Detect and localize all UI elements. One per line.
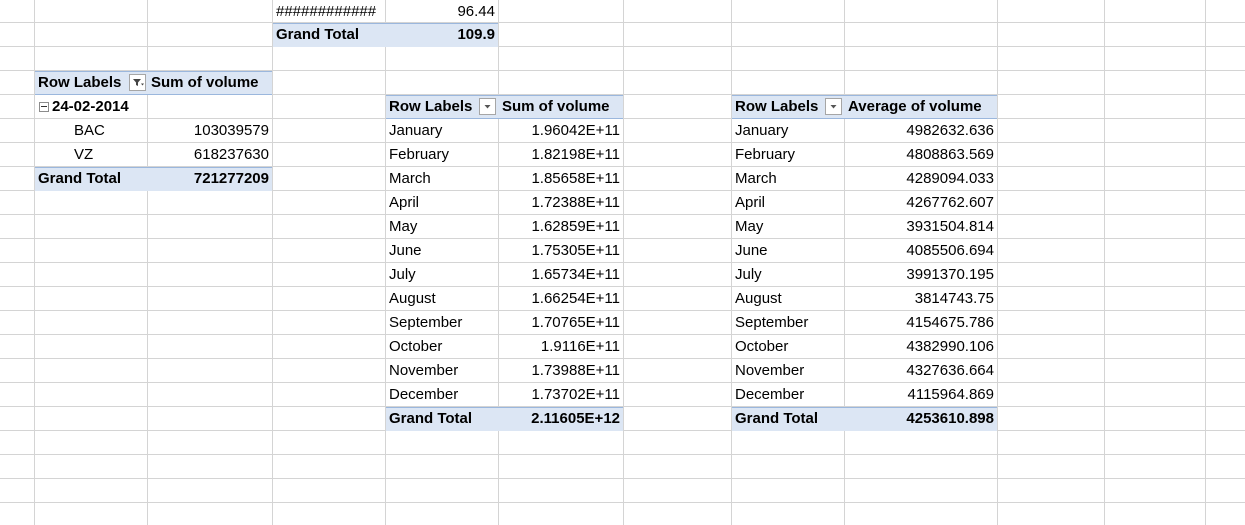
pivot-sum-row-label[interactable]: August [389, 290, 436, 307]
pivot-sum-row-label[interactable]: April [389, 194, 420, 211]
pivot-sum-row-label[interactable]: March [389, 170, 431, 187]
pivot-sum-header-band [386, 95, 623, 119]
pivot-date-row-label[interactable]: VZ [74, 146, 94, 163]
pivot-avg-row-label[interactable]: March [735, 170, 777, 187]
pivot-date-grand-total-label[interactable]: Grand Total [38, 170, 122, 187]
pivot-date-row-value[interactable]: 618237630 [193, 146, 269, 163]
pivot-sum-row-value[interactable]: 1.82198E+11 [531, 146, 620, 163]
pivot-sum-row-value[interactable]: 1.65734E+11 [531, 266, 620, 283]
filter-dropdown-icon[interactable] [129, 74, 146, 91]
pivot-sum-row-label[interactable]: June [389, 242, 422, 259]
pivot-sum-row-label[interactable]: July [389, 266, 416, 283]
pivot-avg-row-value[interactable]: 4115964.869 [907, 386, 994, 403]
pivot-sum-row-value[interactable]: 1.75305E+11 [531, 242, 620, 259]
pivot-sum-row-label[interactable]: November [389, 362, 459, 379]
pivot-avg-row-label[interactable]: December [735, 386, 805, 403]
pivot-avg-row-label[interactable]: February [735, 146, 796, 163]
pivot-sum-grand-total-label[interactable]: Grand Total [389, 410, 473, 427]
pivot-sum-row-label[interactable]: October [389, 338, 443, 355]
top-pivot-row-value[interactable]: 96.44 [457, 3, 495, 20]
pivot-sum-row-value[interactable]: 1.62859E+11 [531, 218, 620, 235]
pivot-avg-row-label[interactable]: November [735, 362, 805, 379]
pivot-sum-row-label[interactable]: January [389, 122, 443, 139]
pivot-avg-row-label[interactable]: July [735, 266, 762, 283]
pivot-sum-row-value[interactable]: 1.66254E+11 [531, 290, 620, 307]
pivot-avg-grand-total-value[interactable]: 4253610.898 [906, 410, 994, 427]
collapse-icon[interactable] [39, 102, 49, 112]
pivot-avg-row-value[interactable]: 3814743.75 [914, 290, 994, 307]
pivot-sum-row-value[interactable]: 1.72388E+11 [531, 194, 620, 211]
pivot-avg-row-label[interactable]: August [735, 290, 782, 307]
pivot-avg-value-header[interactable]: Average of volume [848, 98, 982, 115]
pivot-date-row-label[interactable]: BAC [74, 122, 105, 139]
pivot-date-row-labels-header[interactable]: Row Labels [38, 74, 122, 91]
top-pivot-grand-total-band [273, 23, 498, 47]
pivot-sum-row-value[interactable]: 1.73988E+11 [531, 362, 620, 379]
top-pivot-grand-total-label[interactable]: Grand Total [276, 26, 360, 43]
pivot-date-header-band [35, 71, 272, 95]
pivot-sum-row-value[interactable]: 1.73702E+11 [531, 386, 620, 403]
pivot-sum-row-labels-header[interactable]: Row Labels [389, 98, 473, 115]
pivot-avg-row-label[interactable]: May [735, 218, 764, 235]
pivot-avg-row-label[interactable]: June [735, 242, 768, 259]
pivot-avg-row-value[interactable]: 4267762.607 [906, 194, 994, 211]
pivot-sum-row-label[interactable]: December [389, 386, 459, 403]
pivot-avg-row-value[interactable]: 3991370.195 [906, 266, 994, 283]
pivot-date-row-value[interactable]: 103039579 [193, 122, 269, 139]
pivot-date-group-label[interactable]: 24-02-2014 [52, 98, 129, 115]
pivot-sum-row-label[interactable]: February [389, 146, 450, 163]
pivot-date-grand-total-value[interactable]: 721277209 [193, 170, 269, 187]
pivot-sum-grand-total-value[interactable]: 2.11605E+12 [531, 410, 620, 427]
pivot-sum-row-value[interactable]: 1.70765E+11 [531, 314, 620, 331]
pivot-avg-grand-total-band [732, 407, 997, 431]
pivot-avg-row-label[interactable]: January [735, 122, 789, 139]
top-pivot-row-label[interactable]: ############ [276, 3, 377, 20]
pivot-sum-row-value[interactable]: 1.96042E+11 [531, 122, 620, 139]
pivot-sum-grand-total-band [386, 407, 623, 431]
pivot-avg-row-value[interactable]: 4808863.569 [906, 146, 994, 163]
pivot-avg-header-band [732, 95, 997, 119]
pivot-avg-row-value[interactable]: 4982632.636 [906, 122, 994, 139]
pivot-avg-row-label[interactable]: April [735, 194, 766, 211]
pivot-sum-value-header[interactable]: Sum of volume [502, 98, 610, 115]
pivot-avg-row-value[interactable]: 4085506.694 [906, 242, 994, 259]
pivot-avg-row-value[interactable]: 4382990.106 [906, 338, 994, 355]
pivot-date-value-header[interactable]: Sum of volume [151, 74, 259, 91]
pivot-sum-row-label[interactable]: May [389, 218, 418, 235]
pivot-sum-row-value[interactable]: 1.9116E+11 [540, 338, 620, 355]
pivot-date-grand-total-band [35, 167, 272, 191]
top-pivot-grand-total-value[interactable]: 109.9 [457, 26, 495, 43]
pivot-avg-row-label[interactable]: October [735, 338, 789, 355]
pivot-avg-row-label[interactable]: September [735, 314, 809, 331]
pivot-avg-row-labels-header[interactable]: Row Labels [735, 98, 819, 115]
pivot-avg-row-value[interactable]: 4154675.786 [906, 314, 994, 331]
pivot-avg-row-value[interactable]: 3931504.814 [906, 218, 994, 235]
dropdown-arrow-icon[interactable] [825, 98, 842, 115]
pivot-avg-row-value[interactable]: 4289094.033 [906, 170, 994, 187]
pivot-sum-row-value[interactable]: 1.85658E+11 [531, 170, 620, 187]
dropdown-arrow-icon[interactable] [479, 98, 496, 115]
pivot-avg-row-value[interactable]: 4327636.664 [906, 362, 994, 379]
pivot-avg-grand-total-label[interactable]: Grand Total [735, 410, 819, 427]
pivot-sum-row-label[interactable]: September [389, 314, 463, 331]
